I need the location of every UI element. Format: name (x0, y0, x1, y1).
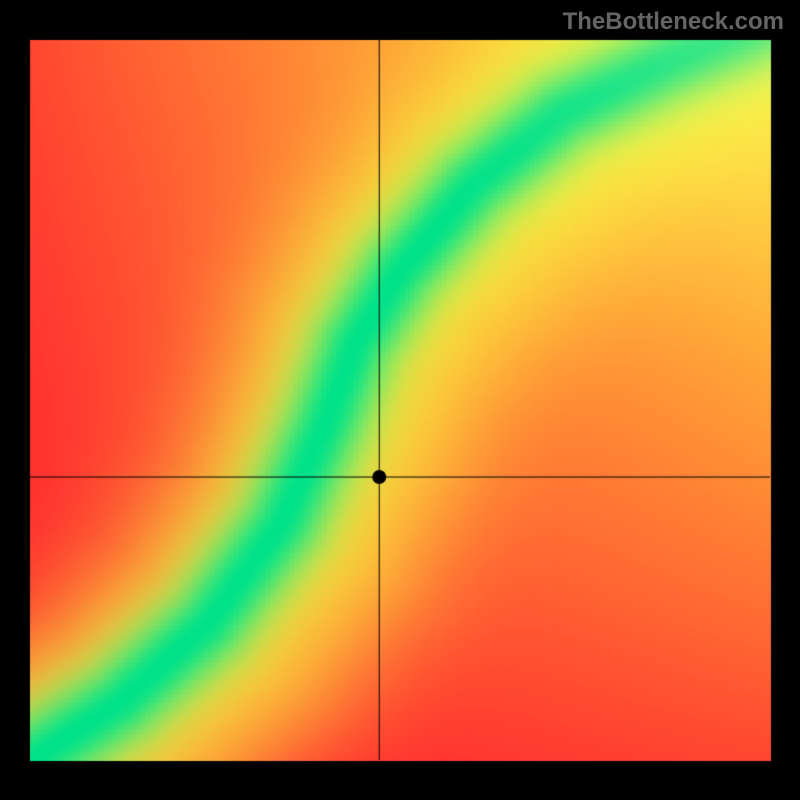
chart-container: TheBottleneck.com (0, 0, 800, 800)
heatmap-canvas (0, 0, 800, 800)
